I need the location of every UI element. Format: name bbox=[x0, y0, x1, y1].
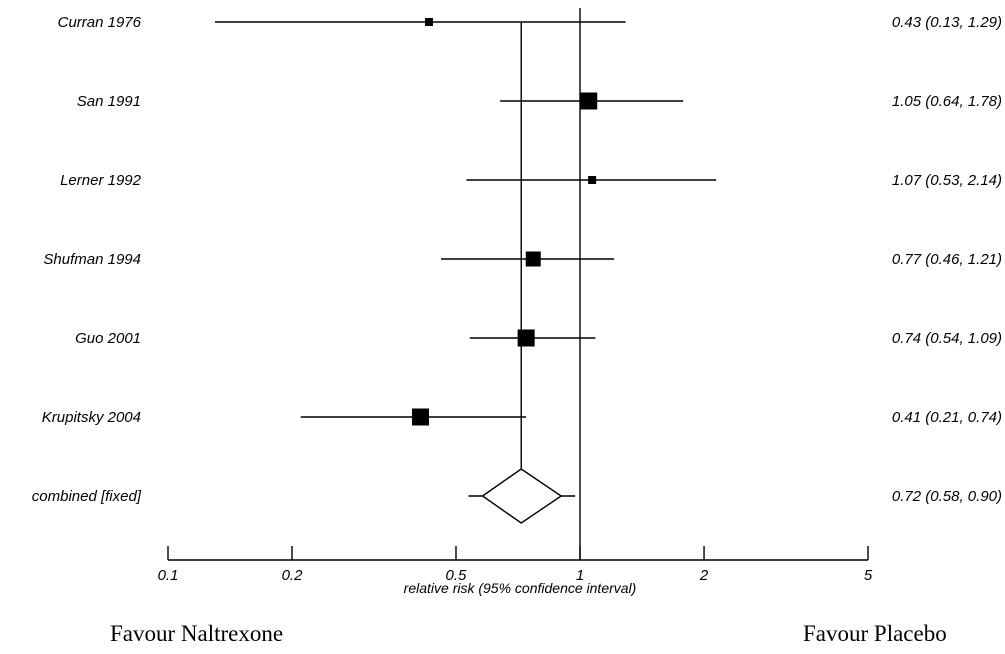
x-tick-label: 1 bbox=[576, 567, 584, 584]
study-row: San 1991 1.05 (0.64, 1.78) bbox=[77, 92, 1002, 110]
point-estimate-marker bbox=[588, 176, 597, 184]
study-label: San 1991 bbox=[77, 93, 141, 110]
point-estimate-marker bbox=[517, 329, 535, 347]
point-estimate-marker bbox=[580, 92, 598, 110]
study-row: Guo 2001 0.74 (0.54, 1.09) bbox=[75, 329, 1002, 347]
x-tick-label: 2 bbox=[699, 567, 709, 584]
combined-diamond bbox=[481, 468, 563, 524]
study-row: Shufman 1994 0.77 (0.46, 1.21) bbox=[43, 251, 1002, 268]
x-axis-label: relative risk (95% confidence interval) bbox=[404, 580, 637, 596]
ci-value-label: 1.07 (0.53, 2.14) bbox=[892, 172, 1002, 189]
study-label: Shufman 1994 bbox=[43, 251, 141, 268]
ci-value-label: 1.05 (0.64, 1.78) bbox=[892, 93, 1002, 110]
ci-value-label: 0.43 (0.13, 1.29) bbox=[892, 14, 1002, 31]
x-tick-label: 5 bbox=[864, 567, 873, 584]
point-estimate-marker bbox=[424, 18, 433, 26]
x-tick-label: 0.5 bbox=[446, 567, 468, 584]
x-axis: 0.1 0.2 0.5 1 2 5 bbox=[158, 546, 873, 584]
combined-ci-value-label: 0.72 (0.58, 0.90) bbox=[892, 488, 1002, 505]
ci-value-label: 0.41 (0.21, 0.74) bbox=[892, 409, 1002, 426]
study-label: Guo 2001 bbox=[75, 330, 141, 347]
point-estimate-marker bbox=[525, 251, 541, 267]
point-estimate-marker bbox=[411, 408, 429, 426]
combined-label: combined [fixed] bbox=[32, 488, 142, 505]
study-row: Lerner 1992 1.07 (0.53, 2.14) bbox=[60, 172, 1002, 189]
study-row: Krupitsky 2004 0.41 (0.21, 0.74) bbox=[42, 408, 1002, 426]
study-label: Lerner 1992 bbox=[60, 172, 142, 189]
combined-row: combined [fixed] 0.72 (0.58, 0.90) bbox=[32, 468, 1002, 524]
favour-placebo-label: Favour Placebo bbox=[803, 621, 947, 646]
favour-naltrexone-label: Favour Naltrexone bbox=[110, 621, 284, 646]
ci-value-label: 0.77 (0.46, 1.21) bbox=[892, 251, 1002, 268]
study-rows: Curran 1976 0.43 (0.13, 1.29) San 1991 1.05… bbox=[32, 14, 1002, 524]
study-label: Krupitsky 2004 bbox=[42, 409, 141, 426]
study-row: Curran 1976 0.43 (0.13, 1.29) bbox=[58, 14, 1002, 31]
study-label: Curran 1976 bbox=[58, 14, 142, 31]
x-tick-label: 0.2 bbox=[282, 567, 304, 584]
x-tick-label: 0.1 bbox=[158, 567, 179, 584]
ci-value-label: 0.74 (0.54, 1.09) bbox=[892, 330, 1002, 347]
